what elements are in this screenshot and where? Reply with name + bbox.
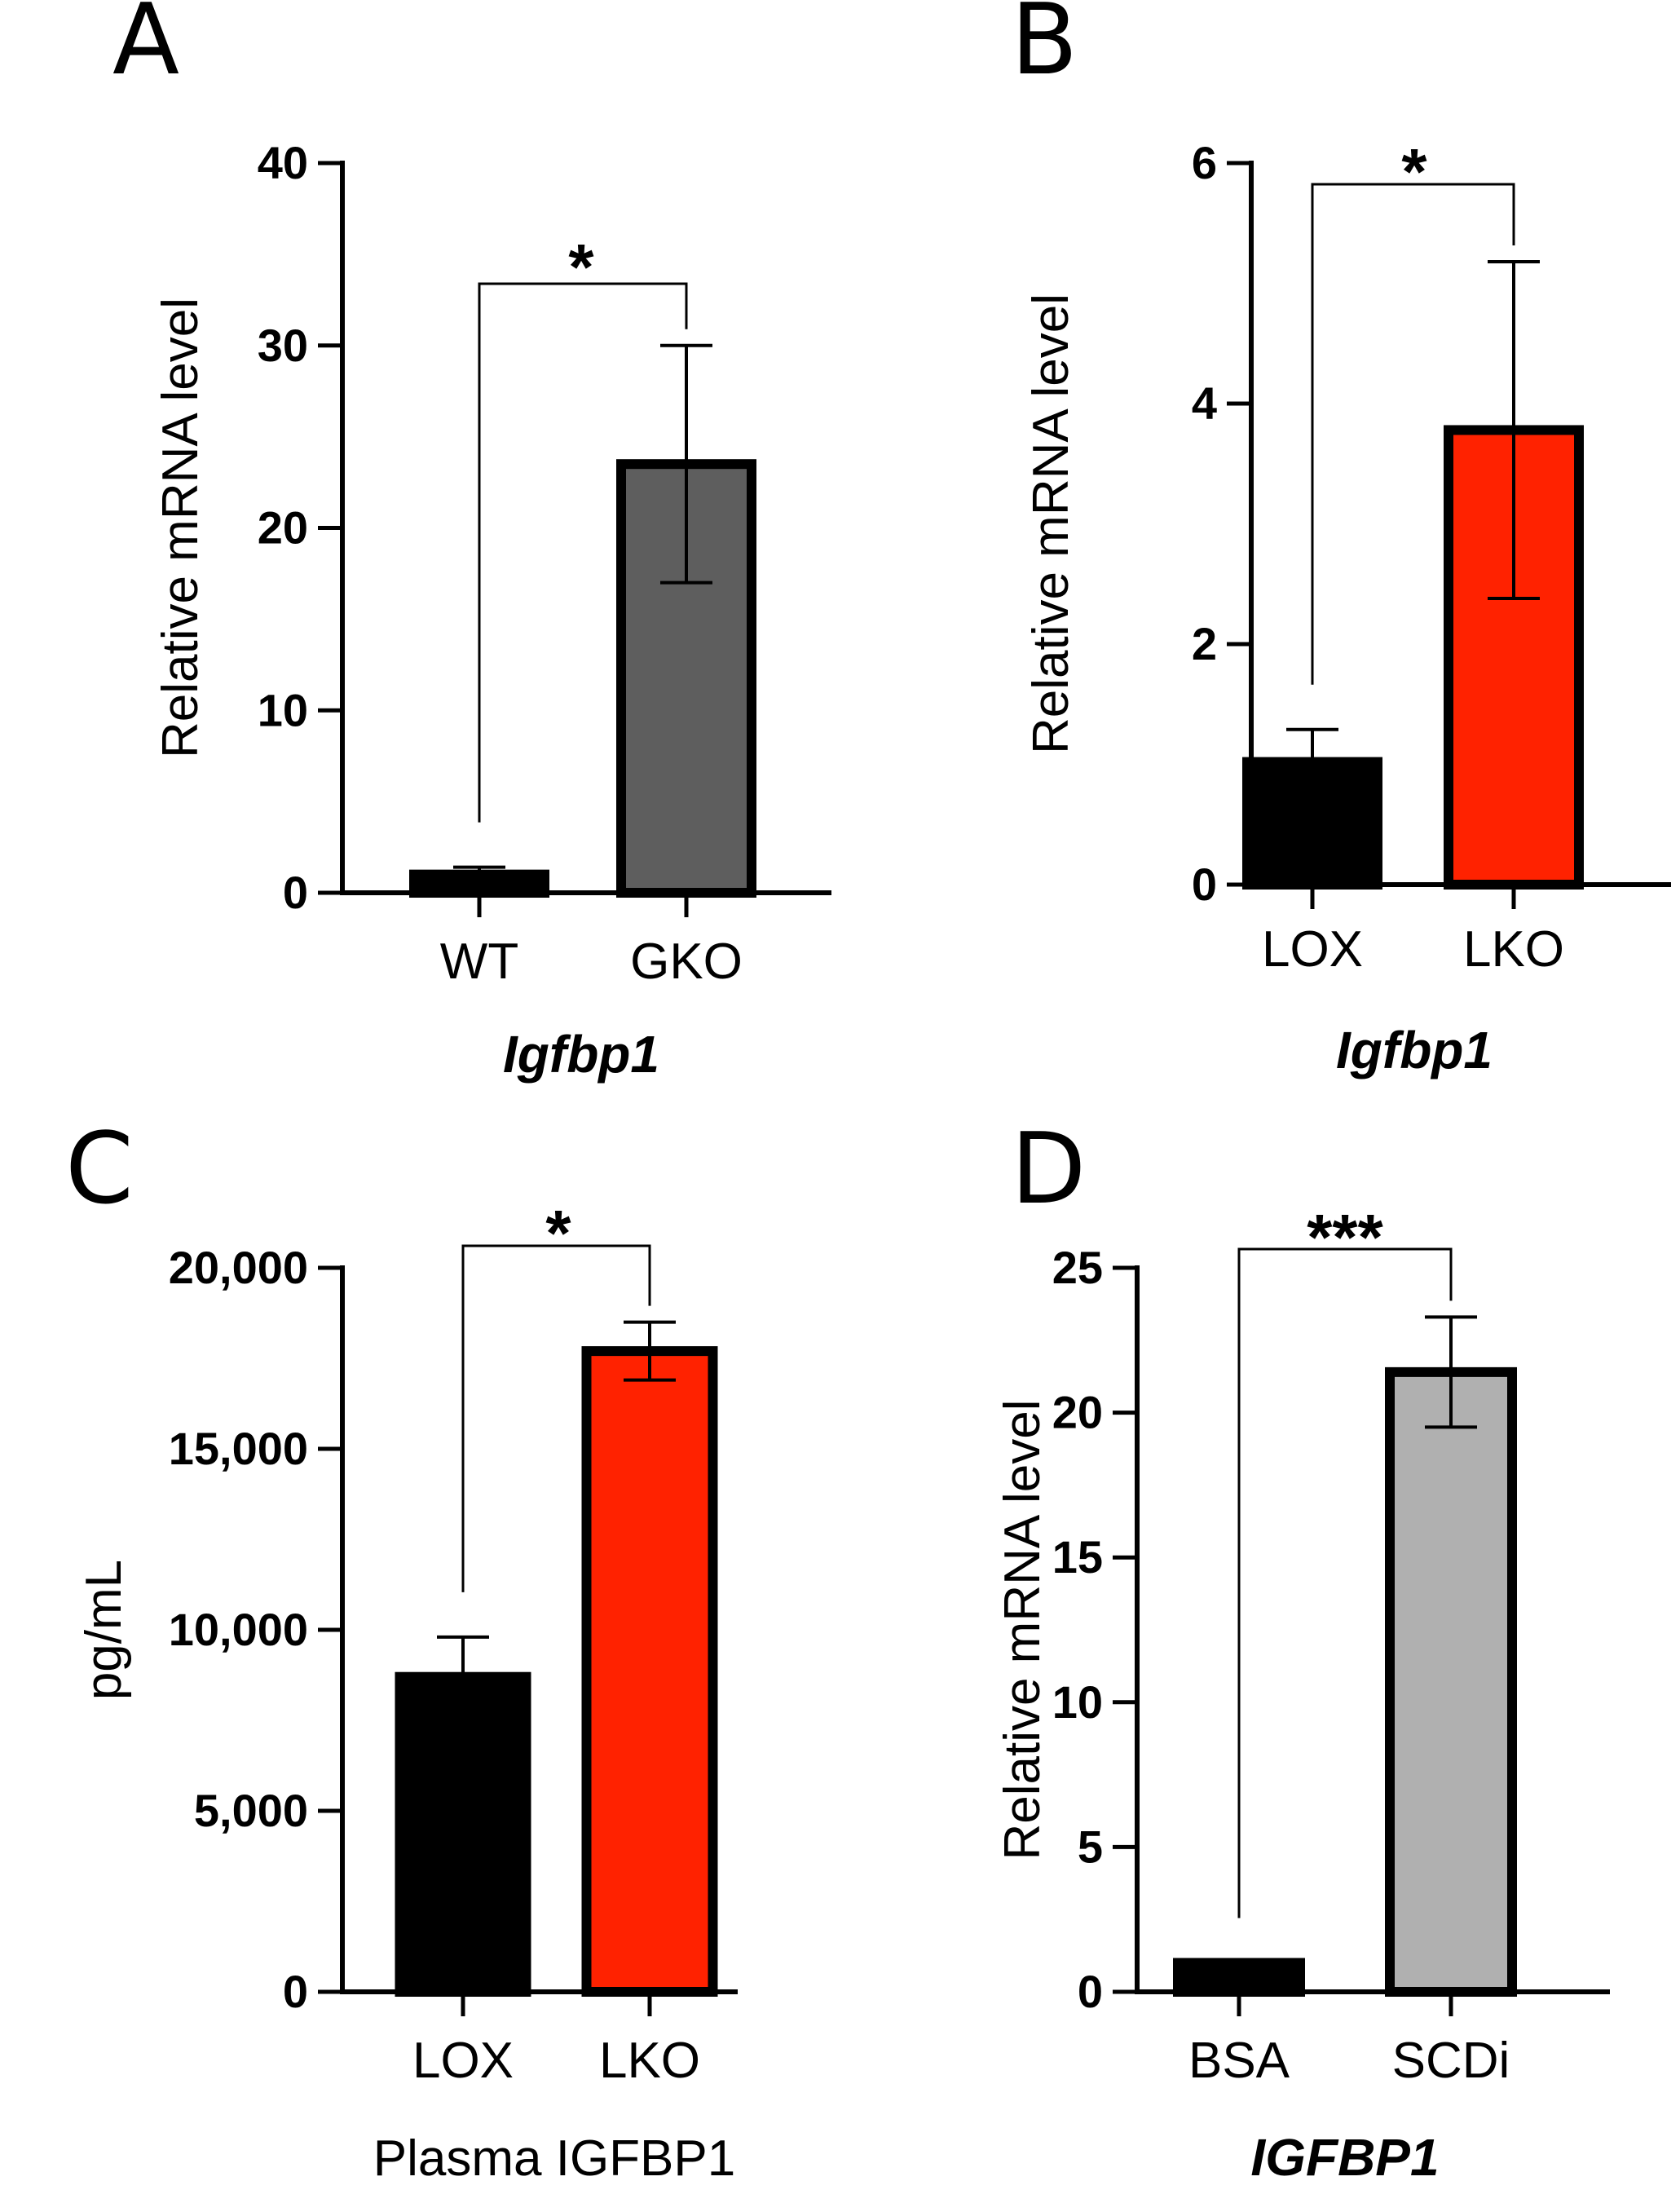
y-tick-label: 30 [258,320,308,371]
y-tick-label: 0 [283,867,308,918]
y-tick-label: 10,000 [169,1604,308,1655]
significance-marker: * [1401,135,1427,208]
y-tick-label: 40 [258,137,308,188]
x-axis-title: Plasma IGFBP1 [373,2130,735,2187]
y-tick-label: 0 [1078,1966,1103,2017]
bar-bsa [1173,1958,1305,1997]
y-axis-title: Relative mRNA level [994,1399,1051,1860]
y-tick-label: 0 [1192,859,1217,910]
y-axis-title: pg/mL [76,1560,132,1700]
panel-d: D 0 5 10 15 20 25 BSA SCDi *** Relative mRNA level… [994,1113,1610,2187]
x-category-label: SCDi [1392,2033,1510,2089]
y-tick-label: 20 [258,502,308,554]
y-tick-label: 10 [1052,1676,1103,1728]
y-tick-label: 10 [258,684,308,735]
panel-letter: D [1011,1113,1086,1226]
significance-bracket [461,1244,651,1592]
panel-c: C 0 5,000 10,000 15,000 20,000 LOX LKO * pg/mL Pla… [65,1113,738,2187]
y-tick-label: 25 [1052,1242,1103,1293]
y-tick-label: 20 [1052,1387,1103,1438]
x-category-label: GKO [630,934,743,990]
y-axis-title: Relative mRNA level [1023,294,1079,754]
y-tick-label: 15 [1052,1531,1103,1583]
y-tick-label: 2 [1192,618,1217,669]
x-category-label: LOX [1262,921,1363,978]
x-category-label: BSA [1188,2033,1290,2089]
y-tick-label: 20,000 [169,1242,308,1293]
bar-lko [581,1346,718,1997]
significance-bracket [1237,1247,1453,1918]
y-tick-label: 5 [1078,1821,1103,1872]
bar-scdi [1385,1366,1517,1997]
significance-marker: * [568,231,594,303]
significance-bracket [1311,183,1515,685]
y-tick-label: 15,000 [169,1423,308,1474]
panel-a: A 0 10 20 30 40 WT GKO * Relative mRNA level Igfbp… [112,0,831,1084]
x-category-label: LKO [1463,921,1564,978]
y-tick-label: 0 [283,1966,308,2017]
panel-letter: A [112,0,179,97]
significance-bracket [478,282,688,823]
significance-marker: *** [1307,1201,1383,1274]
x-category-label: LOX [412,2033,514,2089]
panel-letter: B [1011,0,1078,97]
bar-gko [616,459,756,898]
bar-lox [395,1671,531,1997]
y-tick-label: 4 [1192,377,1217,429]
panel-letter: C [65,1113,134,1226]
x-axis-title: IGFBP1 [1250,2128,1439,2187]
y-axis-title: Relative mRNA level [152,298,209,758]
y-tick-label: 6 [1192,137,1217,188]
x-category-label: LKO [599,2033,700,2089]
panel-b: B 0 2 4 6 LOX LKO * Relative mRNA level Igfbp1 [1011,0,1671,1079]
x-category-label: WT [440,934,518,990]
x-axis-title: Igfbp1 [1336,1021,1493,1079]
y-tick-label: 5,000 [194,1785,308,1836]
significance-marker: * [545,1197,571,1269]
x-axis-title: Igfbp1 [503,1025,659,1084]
